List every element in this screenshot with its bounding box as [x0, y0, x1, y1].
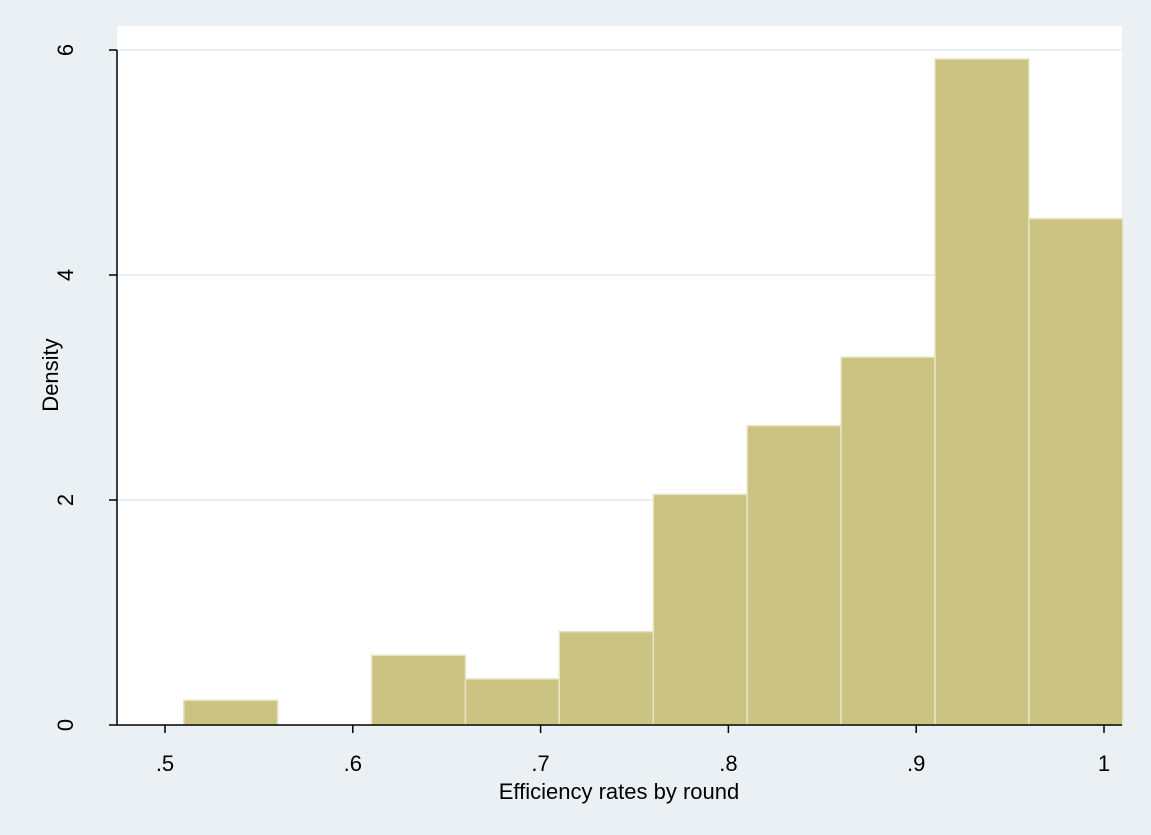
- y-tick-label-2: 4: [53, 269, 78, 281]
- x-tick-label-3: .8: [719, 751, 737, 776]
- histogram-bar-7: [840, 356, 936, 726]
- x-tick-label-2: .7: [531, 751, 549, 776]
- histogram-bar-3: [464, 678, 561, 726]
- histogram-bar-6: [746, 425, 842, 726]
- histogram-bar-0: [183, 699, 279, 726]
- y-tick-label-3: 6: [53, 44, 78, 56]
- y-tick-label-0: 0: [53, 719, 78, 731]
- x-tick-label-1: .6: [344, 751, 362, 776]
- x-axis-title: Efficiency rates by round: [499, 779, 740, 804]
- histogram-bar-4: [558, 630, 655, 726]
- histogram-bar-5: [652, 493, 748, 726]
- y-tick-label-1: 2: [53, 494, 78, 506]
- histogram-bar-2: [370, 654, 467, 726]
- x-tick-label-5: 1: [1098, 751, 1110, 776]
- y-axis-ticks: 0 2 4 6: [53, 44, 117, 731]
- x-tick-label-0: .5: [156, 751, 174, 776]
- histogram-bar-9: [1028, 218, 1124, 726]
- histogram-bar-8: [934, 58, 1030, 726]
- x-axis-ticks: .5 .6 .7 .8 .9 1: [156, 725, 1110, 776]
- y-axis-title: Density: [38, 338, 63, 411]
- bars: [183, 58, 1124, 726]
- x-tick-label-4: .9: [907, 751, 925, 776]
